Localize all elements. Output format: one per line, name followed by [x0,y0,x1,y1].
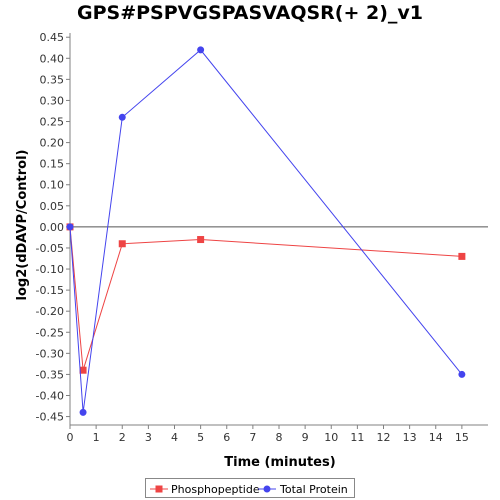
legend: Phosphopeptide Total Protein [145,478,355,498]
data-point-total-protein [118,113,126,121]
data-point-phosphopeptide [118,240,126,248]
y-tick-label: 0.20 [40,137,65,150]
legend-total-protein-marker [263,485,271,493]
y-tick-label: 0.45 [40,31,65,44]
data-point-phosphopeptide [197,236,205,244]
y-tick-label: -0.05 [36,242,64,255]
x-tick-label: 15 [455,431,469,444]
y-tick-label: -0.30 [36,347,64,360]
y-tick-label: -0.45 [36,411,64,424]
x-tick-label: 4 [171,431,178,444]
y-tick-label: 0.25 [40,116,65,129]
legend-total-protein-label: Total Protein [279,483,348,496]
x-tick-label: 8 [276,431,283,444]
y-tick-label: 0.05 [40,200,65,213]
x-tick-label: 6 [223,431,230,444]
data-point-total-protein [79,408,87,416]
data-point-phosphopeptide [458,252,466,260]
y-tick-label: -0.20 [36,305,64,318]
data-point-total-protein [66,223,74,231]
x-tick-label: 14 [429,431,443,444]
x-axis-title: Time (minutes) [224,455,335,470]
y-tick-label: -0.35 [36,368,64,381]
data-point-total-protein [197,46,205,54]
y-tick-label: -0.25 [36,326,64,339]
x-tick-label: 5 [197,431,204,444]
y-tick-label: 0.35 [40,73,65,86]
x-tick-label: 1 [93,431,100,444]
y-tick-label: -0.15 [36,284,64,297]
chart-title: GPS#PSPVGSPASVAQSR(+ 2)_v1 [76,2,424,24]
y-tick-label: 0.00 [40,221,65,234]
legend-phosphopeptide-marker [155,485,163,493]
data-point-phosphopeptide [79,366,87,374]
x-tick-label: 12 [377,431,391,444]
y-tick-label: 0.30 [40,94,65,107]
x-tick-label: 2 [119,431,126,444]
y-tick-label: 0.10 [40,179,65,192]
y-tick-label: -0.40 [36,389,64,402]
x-tick-label: 7 [249,431,256,444]
data-point-total-protein [458,370,466,378]
x-tick-label: 11 [350,431,364,444]
y-axis-title: log2(dDAVP/Control) [15,150,30,301]
y-tick-label: -0.10 [36,263,64,276]
legend-phosphopeptide-label: Phosphopeptide [171,483,260,496]
y-tick-label: 0.15 [40,158,65,171]
x-tick-label: 10 [324,431,338,444]
x-tick-label: 13 [403,431,417,444]
x-tick-label: 9 [302,431,309,444]
x-tick-label: 0 [67,431,74,444]
plot-area [70,33,488,425]
y-tick-label: 0.40 [40,52,65,65]
x-tick-label: 3 [145,431,152,444]
